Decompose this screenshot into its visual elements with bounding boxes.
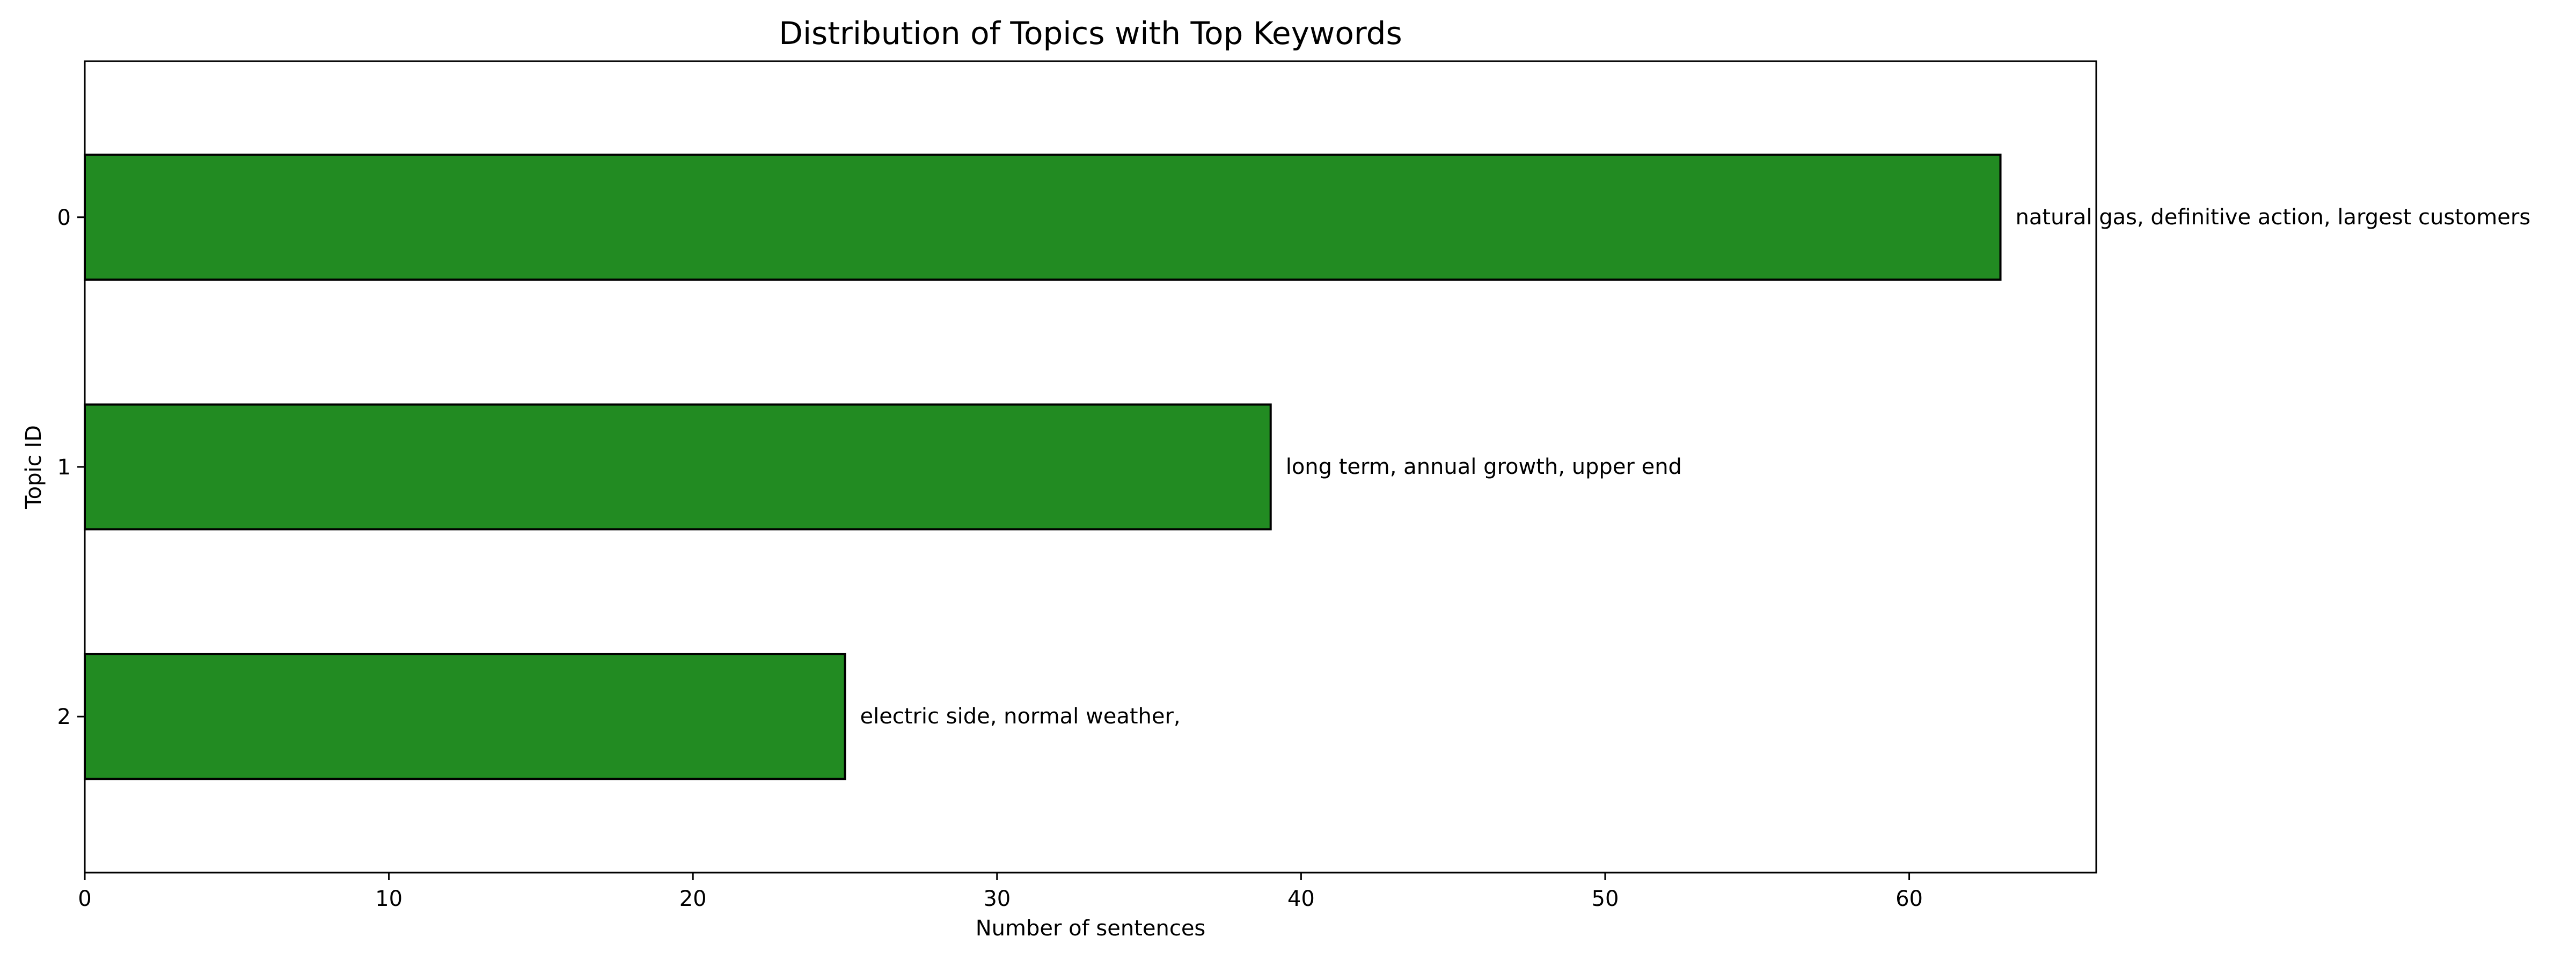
y-axis-label: Topic ID (21, 425, 46, 509)
x-tick-label-30: 30 (983, 887, 1011, 911)
y-tick-label-2: 2 (57, 705, 71, 729)
x-tick-label-0: 0 (78, 887, 91, 911)
bar-topic-1 (84, 403, 1272, 531)
y-tick-label-1: 1 (57, 455, 71, 480)
x-tick-label-40: 40 (1287, 887, 1315, 911)
bar-annotation-topic-1: long term, annual growth, upper end (1286, 455, 1682, 479)
x-tick-label-60: 60 (1896, 887, 1923, 911)
x-tick-label-50: 50 (1592, 887, 1619, 911)
x-axis-label: Number of sentences (976, 916, 1206, 941)
x-axis: 0 10 20 30 40 50 60 (78, 873, 1923, 911)
bar-topic-2 (84, 653, 846, 780)
bar-topic-0 (84, 153, 2002, 281)
bar-annotation-topic-0: natural gas, definitive action, largest … (2016, 205, 2531, 230)
chart-title: Distribution of Topics with Top Keywords (779, 15, 1402, 52)
bar-annotations-layer: natural gas, definitive action, largest … (860, 205, 2530, 729)
bars-layer (84, 153, 2002, 780)
x-tick-label-20: 20 (679, 887, 707, 911)
y-axis: 0 1 2 (57, 206, 85, 729)
bar-annotation-topic-2: electric side, normal weather, (860, 704, 1180, 729)
x-tick-label-10: 10 (375, 887, 402, 911)
y-tick-label-0: 0 (57, 206, 71, 230)
